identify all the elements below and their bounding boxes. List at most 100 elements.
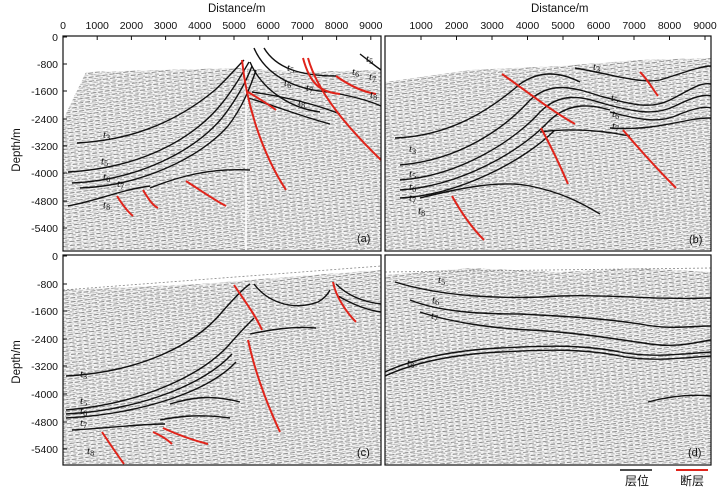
panel-letter: (a) <box>357 233 370 245</box>
horizon-label: t5 <box>101 155 108 168</box>
fault-lines <box>116 57 382 217</box>
x-tick-label: 1000 <box>409 20 433 32</box>
x-axis-title: Distance/m <box>208 3 266 15</box>
x-tick-label: 6000 <box>587 20 611 32</box>
y-axis-title: Depth/m <box>11 340 23 383</box>
horizon-labels: t5 t6 t7 t8 <box>407 274 445 370</box>
horizon-label: t7 <box>431 310 438 323</box>
y-axis: Depth/m Depth/m 0 -800 -1600 -2400 -3200 -400… <box>11 32 67 456</box>
x-tick-label: 6000 <box>257 20 281 32</box>
panel-frames <box>62 35 712 466</box>
x-tick-label: 8000 <box>658 20 682 32</box>
horizon-label: t5 <box>611 92 618 105</box>
y-tick-label: 0 <box>52 32 58 44</box>
x-tick-labels: 1000 2000 3000 4000 5000 6000 7000 8000 9000 <box>409 20 717 40</box>
panel-letter: (c) <box>357 447 370 459</box>
y-tick-label: -2400 <box>31 114 58 126</box>
x-tick-label: 5000 <box>551 20 575 32</box>
x-tick-label: 4000 <box>516 20 540 32</box>
legend-horizon-label: 层位 <box>625 473 649 488</box>
x-tick-label: 1000 <box>86 20 110 32</box>
horizon-lines <box>394 65 712 215</box>
horizon-label: t6 <box>352 66 359 79</box>
horizon-label: t3 <box>593 61 600 74</box>
panel-d: t5 t6 t7 t8 (d) <box>384 255 712 465</box>
horizon-label: t5 <box>438 274 445 287</box>
y-tick-label: -3200 <box>31 361 58 373</box>
y-tick-label: -5400 <box>31 223 58 235</box>
x-tick-label: 3000 <box>154 20 178 32</box>
horizon-label: t8 <box>407 357 414 370</box>
x-tick-label: 4000 <box>188 20 212 32</box>
horizon-label: t5 <box>366 53 373 66</box>
y-tick-label: -800 <box>37 59 58 71</box>
horizon-label: t7 <box>117 178 124 191</box>
y-tick-label: -3200 <box>31 141 58 153</box>
x-tick-label: 9000 <box>693 20 717 32</box>
horizon-label: t3 <box>103 129 110 142</box>
horizon-label: t8 <box>370 89 377 102</box>
horizon-label: t6 <box>409 181 416 194</box>
horizon-labels: t3 t5 t6 t7 t8 t3 t5 t6 t7 <box>409 61 619 218</box>
horizon-lines <box>65 283 382 431</box>
y-tick-labels: 0 -800 -1600 -2400 -3200 -4000 -4800 -5400 <box>31 32 67 235</box>
horizon-label: t3 <box>409 143 416 156</box>
horizon-label: t5 <box>287 62 294 75</box>
horizon-label: t6 <box>612 108 619 121</box>
y-tick-label: -4800 <box>31 196 58 208</box>
x-tick-label: 9000 <box>359 20 383 32</box>
x-tick-label: 2000 <box>445 20 469 32</box>
horizon-label: t5 <box>80 395 87 408</box>
y-tick-label: -4000 <box>31 389 58 401</box>
horizon-label: t7 <box>80 417 87 430</box>
horizon-labels: t3 t5 t6 t7 t8 <box>80 368 94 458</box>
y-axis-title: Depth/m <box>11 128 23 171</box>
horizon-label: t6 <box>80 405 87 418</box>
y-tick-label: -1600 <box>31 306 58 318</box>
horizon-label: t7 <box>409 192 416 205</box>
y-tick-label: -4800 <box>31 417 58 429</box>
horizon-label: t8 <box>87 445 94 458</box>
panel-a: t3 t5 t6 t7 t8 t5 t6 t7 t8 t5 t6 t7 t8 (… <box>63 36 382 251</box>
horizon-label: t6 <box>432 294 439 307</box>
horizon-label: t7 <box>306 82 313 95</box>
y-tick-label: -4000 <box>31 168 58 180</box>
fault-lines <box>101 281 357 465</box>
fault-lines <box>451 71 677 241</box>
y-tick-label: -5400 <box>31 444 58 456</box>
y-tick-label: -1600 <box>31 86 58 98</box>
horizon-label: t8 <box>298 97 305 110</box>
horizon-label: t8 <box>103 199 110 212</box>
y-tick-label: -2400 <box>31 334 58 346</box>
y-tick-label: -800 <box>37 279 58 291</box>
x-tick-labels: 0 1000 2000 3000 4000 5000 6000 7000 8000 9000 <box>60 20 383 40</box>
horizon-lines <box>67 47 382 207</box>
y-tick-labels: 0 -800 -1600 -2400 -3200 -4000 -4800 -5400 <box>31 251 67 456</box>
horizon-label: t6 <box>284 77 291 90</box>
horizon-label: t5 <box>409 168 416 181</box>
horizon-label: t8 <box>418 205 425 218</box>
panel-b: t3 t5 t6 t7 t8 t3 t5 t6 t7 (b) <box>385 36 712 251</box>
horizon-label: t3 <box>80 368 87 381</box>
x-tick-label: 7000 <box>622 20 646 32</box>
legend: 层位 断层 <box>620 469 708 488</box>
x-tick-label: 0 <box>60 20 66 32</box>
y-tick-label: 0 <box>52 251 58 263</box>
panel-c: t3 t5 t6 t7 t8 (c) <box>62 255 382 465</box>
horizon-labels: t3 t5 t6 t7 t8 t5 t6 t7 t8 t5 t6 t7 t8 <box>101 53 377 212</box>
x-tick-label: 3000 <box>480 20 504 32</box>
x-axis: Distance/m Distance/m 0 1000 2000 3000 4000 5… <box>60 3 717 40</box>
x-tick-label: 7000 <box>291 20 315 32</box>
legend-fault-label: 断层 <box>680 473 704 488</box>
panel-letter: (d) <box>688 447 701 459</box>
x-tick-label: 5000 <box>222 20 246 32</box>
x-tick-label: 8000 <box>325 20 349 32</box>
horizon-label: t7 <box>612 120 619 133</box>
panel-letter: (b) <box>689 234 702 246</box>
horizon-label: t6 <box>103 171 110 184</box>
horizon-lines <box>384 281 712 403</box>
x-axis-title: Distance/m <box>531 3 589 15</box>
x-tick-label: 2000 <box>120 20 144 32</box>
horizon-label: t7 <box>369 71 376 84</box>
